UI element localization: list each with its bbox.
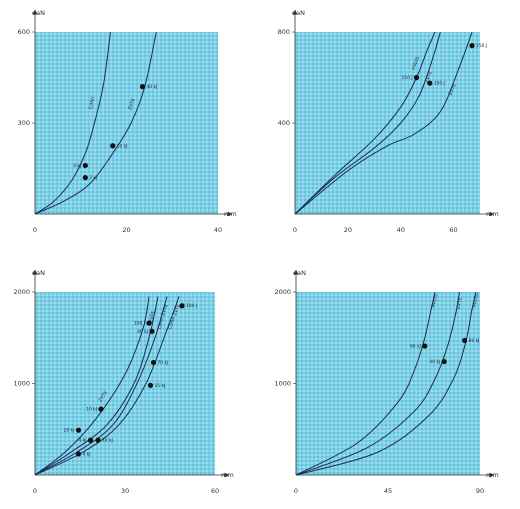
data-point-label: 10 kJ	[117, 143, 128, 149]
data-point-label: 10 kJ	[102, 438, 113, 444]
series-label: ZVTE	[424, 70, 434, 83]
series-label: HVI/IS	[471, 293, 480, 308]
data-point	[95, 437, 101, 443]
grid	[34, 292, 216, 476]
data-point	[427, 80, 433, 86]
series-curve	[34, 296, 168, 476]
chart-panel-1: daN mm 0 20 40 300 600 C/HVI ZVTE 4 kJ 2 kJ 10 kJ 40…	[18, 9, 237, 234]
x-tick-label: 0	[294, 487, 298, 495]
data-point-label: 10 kJ	[86, 407, 97, 413]
x-tick-label: 90	[476, 487, 484, 495]
y-tick-label: 1000	[13, 380, 30, 388]
y-tick-label: 600	[18, 28, 30, 36]
data-point-label: 2 kJ	[89, 175, 97, 181]
data-point-label: 40 kJ	[147, 84, 158, 90]
y-axis-label: daN	[32, 9, 45, 17]
y-tick-label: 1000	[274, 380, 291, 388]
x-tick-label: 20	[344, 226, 352, 234]
x-axis-label: mm	[486, 471, 499, 479]
data-point	[82, 162, 88, 169]
x-tick-label: 40	[397, 226, 405, 234]
x-tick-label: 0	[33, 226, 37, 234]
data-point	[441, 358, 447, 365]
x-tick-label: 45	[384, 487, 392, 495]
data-point-label: 40 kJ	[429, 359, 440, 365]
x-tick-label: 0	[293, 226, 297, 234]
x-axis-label: mm	[224, 210, 237, 218]
series-label: ZVTE	[456, 297, 464, 310]
y-axis-label: daN	[292, 9, 305, 17]
x-tick-label: 40	[214, 226, 222, 234]
y-tick-label: 300	[18, 119, 30, 127]
data-point-label: 60 kJ	[410, 343, 421, 349]
series-label: C/HVI	[88, 96, 97, 110]
data-point	[422, 343, 428, 349]
y-tick-label: 400	[278, 119, 290, 127]
data-point	[87, 437, 94, 443]
data-point-label: 70 kJ	[158, 360, 169, 366]
y-tick-label: 2000	[274, 288, 291, 296]
data-point	[150, 359, 157, 366]
data-point-label: 150 J	[401, 75, 412, 81]
y-tick-label: 2000	[13, 288, 30, 296]
y-tick-label: 800	[278, 28, 290, 36]
grid	[294, 32, 480, 215]
series-curve	[295, 291, 436, 476]
data-point	[469, 43, 475, 49]
data-point-label: 150 J	[476, 43, 487, 49]
series-curve	[295, 291, 477, 476]
series-curve	[295, 291, 461, 476]
series-label: HVI/IS	[431, 293, 440, 308]
series-curve	[34, 296, 159, 476]
chart-panel-4: daN mm 0 45 90 1000 2000 HVI/IS ZVTE HVI/IS 60 kJ 4…	[274, 269, 498, 495]
series-curve	[34, 31, 111, 215]
data-point	[147, 382, 154, 388]
data-point	[146, 320, 152, 326]
data-point-label: 150 J	[434, 81, 445, 87]
plot-background	[35, 32, 218, 214]
series-curve	[294, 31, 473, 215]
x-tick-label: 30	[121, 487, 129, 495]
data-point-label: 4 kJ	[73, 163, 81, 169]
data-point	[98, 406, 104, 412]
x-tick-label: 60	[211, 487, 219, 495]
x-tick-label: 0	[33, 487, 37, 495]
y-axis-label: daN	[293, 269, 306, 277]
series-curve	[34, 296, 150, 476]
data-point-label: 15 kJ	[155, 383, 166, 389]
x-axis-label: mm	[221, 471, 234, 479]
y-axis-label: daN	[32, 269, 45, 277]
series-label: ZVTE	[97, 390, 109, 403]
data-point-label: 4 kJ	[78, 438, 86, 444]
data-point	[75, 427, 82, 433]
series-curve	[294, 31, 436, 215]
x-axis-label: mm	[486, 210, 499, 218]
plot-background	[35, 292, 215, 475]
data-point	[413, 74, 420, 81]
data-point-label: 40 kJ	[137, 329, 148, 335]
data-point	[139, 84, 146, 90]
data-point	[75, 451, 82, 457]
x-tick-label: 60	[449, 226, 457, 234]
series-label: HVI/IS	[411, 56, 422, 71]
data-point	[82, 175, 88, 181]
series-label: ZVTE	[148, 310, 156, 323]
data-point	[179, 303, 185, 309]
series-label: ZVTE	[448, 83, 458, 96]
data-point-label: 80 kJ	[469, 338, 480, 344]
data-point-label: 100 J	[134, 321, 145, 327]
data-point-label: 4 kJ	[83, 451, 91, 457]
data-point-label: 100 J	[186, 303, 197, 309]
data-point	[149, 328, 155, 334]
data-point	[462, 337, 468, 344]
grid	[34, 32, 218, 215]
series-curve	[294, 31, 441, 215]
data-point	[110, 143, 116, 149]
data-point-label: 20 kJ	[64, 428, 75, 434]
x-tick-label: 20	[122, 226, 130, 234]
series-label: ZVTE	[127, 98, 137, 111]
